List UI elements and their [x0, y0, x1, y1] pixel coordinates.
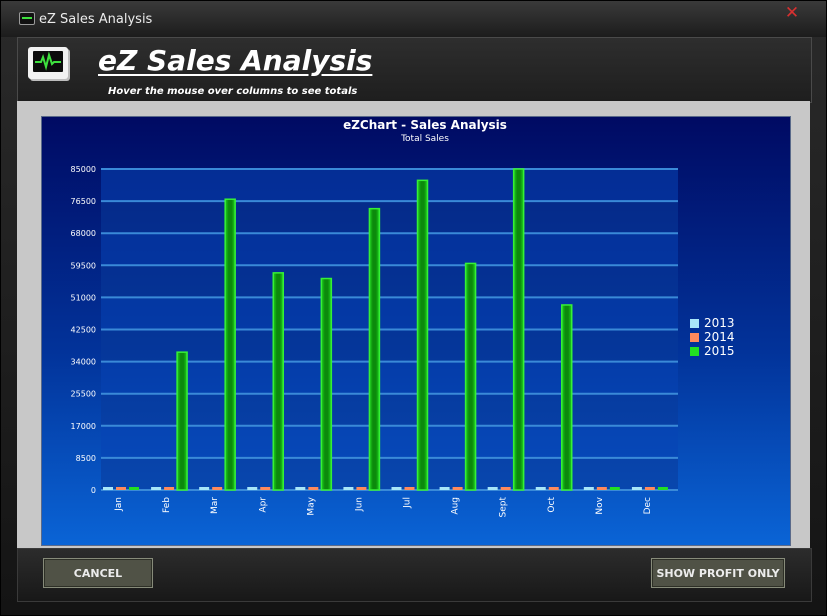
bar-2014-dec[interactable] [644, 487, 655, 490]
app-subtitle: Hover the mouse over columns to see tota… [108, 86, 358, 97]
y-tick-label: 0 [91, 486, 96, 495]
legend-swatch-2014 [690, 333, 699, 342]
bar-2014-may[interactable] [308, 487, 319, 490]
x-tick-label: Mar [210, 497, 220, 514]
bar-2013-feb[interactable] [151, 487, 162, 490]
bar-2015-nov[interactable] [609, 487, 620, 490]
title-bar[interactable]: eZ Sales Analysis ✕ [1, 1, 826, 37]
bar-2015-jan[interactable] [129, 487, 139, 490]
bar-2014-mar[interactable] [212, 487, 223, 490]
x-tick-label: Apr [258, 497, 268, 513]
x-tick-label: Jan [114, 497, 124, 512]
y-tick-label: 8500 [76, 454, 96, 463]
monitor-pulse-icon [28, 47, 68, 79]
content-area: 0 8500 17000 25500 34000 42500 51000 59500 68000… [17, 101, 810, 548]
x-tick-label: May [306, 496, 316, 515]
bar-2015-sept[interactable] [512, 168, 525, 491]
bar-2015-feb[interactable] [176, 351, 188, 491]
plot-band [101, 169, 678, 202]
bar-2014-feb[interactable] [164, 487, 175, 490]
plot-band [101, 361, 678, 394]
x-tick-label: Dec [643, 497, 653, 514]
bar-2015-dec[interactable] [657, 487, 668, 490]
bar-2015-mar[interactable] [224, 198, 236, 491]
bar-2015-jun[interactable] [368, 207, 381, 491]
bar-2015-may[interactable] [320, 277, 333, 491]
plot-band [101, 265, 678, 298]
legend-swatch-2015 [690, 347, 699, 356]
y-tick-label: 59500 [71, 261, 96, 270]
x-tick-label: Nov [595, 496, 605, 514]
y-tick-label: 51000 [71, 293, 96, 302]
bar-2013-nov[interactable] [583, 487, 594, 490]
app-title: eZ Sales Analysis [98, 44, 373, 77]
bar-2015-jul[interactable] [416, 179, 429, 491]
chart-panel: 0 8500 17000 25500 34000 42500 51000 59500 68000… [41, 116, 791, 546]
bar-2015-oct[interactable] [561, 304, 573, 491]
x-tick-label: Jun [354, 497, 364, 512]
plot-band [101, 233, 678, 266]
plot-band [101, 425, 678, 458]
x-tick-label: Jul [403, 497, 413, 509]
bar-2015-apr[interactable] [272, 272, 284, 491]
bar-2013-oct[interactable] [535, 487, 546, 490]
plot-band [101, 393, 678, 426]
bar-2013-mar[interactable] [199, 487, 210, 490]
sales-chart: 0 8500 17000 25500 34000 42500 51000 59500 68000… [42, 117, 790, 545]
bar-2015-aug[interactable] [464, 262, 477, 491]
chart-subtitle: Total Sales [400, 134, 449, 144]
bar-2014-sept[interactable] [500, 487, 511, 490]
y-tick-label: 68000 [71, 229, 96, 238]
bar-2014-oct[interactable] [548, 487, 559, 490]
bar-2013-apr[interactable] [247, 487, 258, 490]
y-tick-label: 17000 [71, 422, 96, 431]
footer-bar: CANCEL SHOW PROFIT ONLY [17, 548, 812, 602]
x-tick-label: Oct [547, 497, 557, 513]
bar-2014-jan[interactable] [116, 487, 126, 490]
x-tick-label: Aug [451, 497, 461, 515]
y-tick-label: 76500 [71, 197, 96, 206]
x-tick-label: Feb [162, 497, 172, 513]
bar-2013-aug[interactable] [439, 487, 450, 490]
cancel-button[interactable]: CANCEL [43, 558, 153, 588]
legend-label-2015: 2015 [704, 344, 735, 358]
bar-2014-jun[interactable] [356, 487, 367, 490]
chart-title: eZChart - Sales Analysis [343, 118, 507, 132]
y-tick-label: 42500 [71, 326, 96, 335]
bar-2013-dec[interactable] [631, 487, 642, 490]
plot-band [101, 201, 678, 234]
plot-band [101, 457, 678, 490]
bar-2013-jan[interactable] [103, 487, 113, 490]
bar-2014-apr[interactable] [260, 487, 271, 490]
show-profit-only-button[interactable]: SHOW PROFIT ONLY [651, 558, 785, 588]
bar-2014-aug[interactable] [452, 487, 463, 490]
legend-label-2013: 2013 [704, 316, 735, 330]
app-header: eZ Sales Analysis Hover the mouse over c… [17, 37, 812, 103]
bar-2014-nov[interactable] [596, 487, 607, 490]
y-tick-label: 25500 [71, 390, 96, 399]
app-small-icon [19, 12, 35, 25]
plot-band [101, 329, 678, 362]
close-button[interactable]: ✕ [784, 3, 800, 23]
bar-2013-jun[interactable] [343, 487, 354, 490]
bar-2013-may[interactable] [295, 487, 306, 490]
y-tick-label: 85000 [71, 165, 96, 174]
x-tick-label: Sept [499, 497, 509, 518]
bar-2013-jul[interactable] [391, 487, 402, 490]
legend-swatch-2013 [690, 319, 699, 328]
plot-band [101, 297, 678, 330]
window-title: eZ Sales Analysis [39, 12, 153, 27]
y-tick-label: 34000 [71, 358, 96, 367]
legend-label-2014: 2014 [704, 330, 735, 344]
bar-2013-sept[interactable] [487, 487, 498, 490]
bar-2014-jul[interactable] [404, 487, 415, 490]
